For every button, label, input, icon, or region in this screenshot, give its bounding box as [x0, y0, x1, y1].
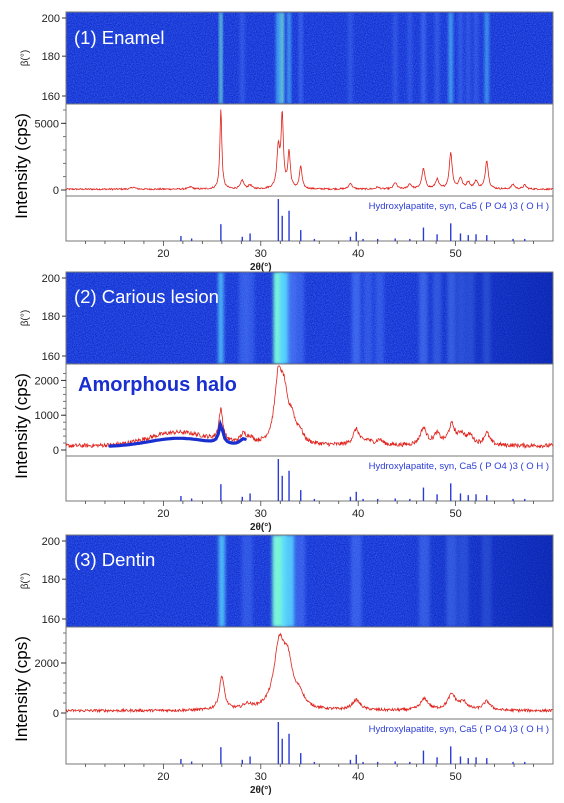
detector-image: [65, 271, 554, 365]
x-tick-label: 50: [449, 248, 461, 260]
diffraction-ring: [448, 12, 453, 104]
detector-speckle: [66, 12, 553, 104]
panel-title: (1) Enamel: [74, 27, 164, 48]
x-tick-label: 40: [352, 508, 364, 520]
detector-image: [65, 534, 554, 628]
beta-tick-label: 180: [42, 574, 60, 586]
reference-label: Hydroxylapatite, syn, Ca5 ( P O4 )3 ( O …: [369, 724, 549, 735]
diffraction-ring: [218, 535, 226, 627]
x-axis-label: 2θ(°): [250, 522, 272, 533]
diffraction-ring: [466, 12, 471, 104]
diffraction-trace: [65, 632, 554, 714]
y-tick-label: 2000: [35, 375, 59, 387]
panel-3: (3) Dentin 200 180 160 β(°) 2000 0 Intensity (c…: [12, 534, 554, 796]
diffraction-ring: [294, 535, 306, 627]
amorphous-halo-label: Amorphous halo: [78, 374, 237, 396]
diffraction-ring: [295, 272, 305, 364]
y-axis-label: Intensity (cps): [12, 636, 31, 742]
reference-label: Hydroxylapatite, syn, Ca5 ( P O4 )3 ( O …: [369, 201, 549, 212]
panel-title: (3) Dentin: [74, 549, 155, 570]
x-tick-label: 40: [352, 771, 364, 783]
diffraction-ring: [279, 272, 289, 364]
diffraction-ring: [458, 12, 463, 104]
diffraction-ring: [276, 12, 281, 104]
diffraction-ring: [281, 535, 295, 627]
y-tick-label: 0: [53, 708, 59, 720]
panel-1: (1) Enamel 200 180 160 β(°) 5000 0 Intensity (c…: [12, 11, 554, 273]
y-tick-label: 5000: [35, 118, 59, 130]
panel-title: (2) Carious lesion: [74, 286, 219, 307]
y-axis-label: Intensity (cps): [12, 113, 31, 219]
diffraction-ring: [299, 12, 303, 104]
diffraction-ring: [348, 12, 353, 104]
y-tick-label: 0: [53, 445, 59, 457]
x-tick-label: 20: [157, 508, 169, 520]
beta-tick-label: 160: [42, 351, 60, 363]
x-tick-label: 40: [352, 248, 364, 260]
x-axis-label: 2θ(°): [250, 262, 272, 273]
reference-area: [65, 455, 554, 502]
diffraction-ring: [393, 12, 398, 104]
reference-area: [65, 195, 554, 242]
beta-tick-label: 200: [42, 273, 60, 285]
beta-tick-label: 180: [42, 51, 60, 63]
diffraction-ring: [238, 272, 248, 364]
beta-tick-label: 160: [42, 614, 60, 626]
x-tick-label: 20: [157, 771, 169, 783]
reference-label: Hydroxylapatite, syn, Ca5 ( P O4 )3 ( O …: [369, 461, 549, 472]
x-tick-label: 50: [449, 508, 461, 520]
diffraction-ring: [219, 12, 223, 104]
detector-shadow: [403, 535, 553, 627]
diffraction-ring: [241, 535, 253, 627]
beta-axis-label: β(°): [20, 573, 31, 589]
x-tick-label: 30: [255, 248, 267, 260]
diffraction-ring: [218, 272, 224, 364]
beta-tick-label: 200: [42, 536, 60, 548]
diffraction-ring: [421, 12, 426, 104]
x-tick-label: 30: [255, 508, 267, 520]
x-tick-label: 20: [157, 248, 169, 260]
diffraction-ring: [375, 272, 384, 364]
beta-axis-label: β(°): [20, 50, 31, 66]
x-axis-label: 2θ(°): [250, 785, 272, 796]
diffraction-ring: [363, 272, 373, 364]
beta-tick-label: 180: [42, 311, 60, 323]
diffraction-ring: [245, 272, 255, 364]
diffraction-ring: [434, 12, 440, 104]
diffraction-trace: [65, 109, 554, 191]
diffraction-trace: [65, 365, 554, 450]
beta-tick-label: 200: [42, 13, 60, 25]
diffraction-ring: [273, 272, 284, 364]
diffraction-ring: [287, 272, 297, 364]
reference-area: [65, 718, 554, 765]
diffraction-ring: [280, 12, 284, 104]
amorphous-halo-curve: [108, 419, 247, 448]
beta-tick-label: 160: [42, 91, 60, 103]
plot-area: [65, 103, 554, 197]
detector-image: [65, 11, 554, 105]
diffraction-ring: [240, 12, 245, 104]
x-tick-label: 50: [449, 771, 461, 783]
x-tick-label: 30: [255, 771, 267, 783]
diffraction-ring: [484, 12, 489, 104]
plot-area: [65, 626, 554, 720]
y-tick-label: 0: [53, 185, 59, 197]
diffraction-ring: [287, 12, 291, 104]
panel-2: (2) Carious lesion 200 180 160 β(°) 2000 1000 0…: [12, 271, 554, 533]
diffraction-ring: [473, 12, 479, 104]
beta-axis-label: β(°): [20, 310, 31, 326]
diffraction-ring: [407, 12, 412, 104]
detector-shadow: [403, 272, 553, 364]
diffraction-ring: [350, 535, 362, 627]
y-tick-label: 1000: [35, 410, 59, 422]
y-axis-label: Intensity (cps): [12, 373, 31, 479]
y-tick-label: 2000: [35, 658, 59, 670]
diffraction-ring: [351, 272, 361, 364]
